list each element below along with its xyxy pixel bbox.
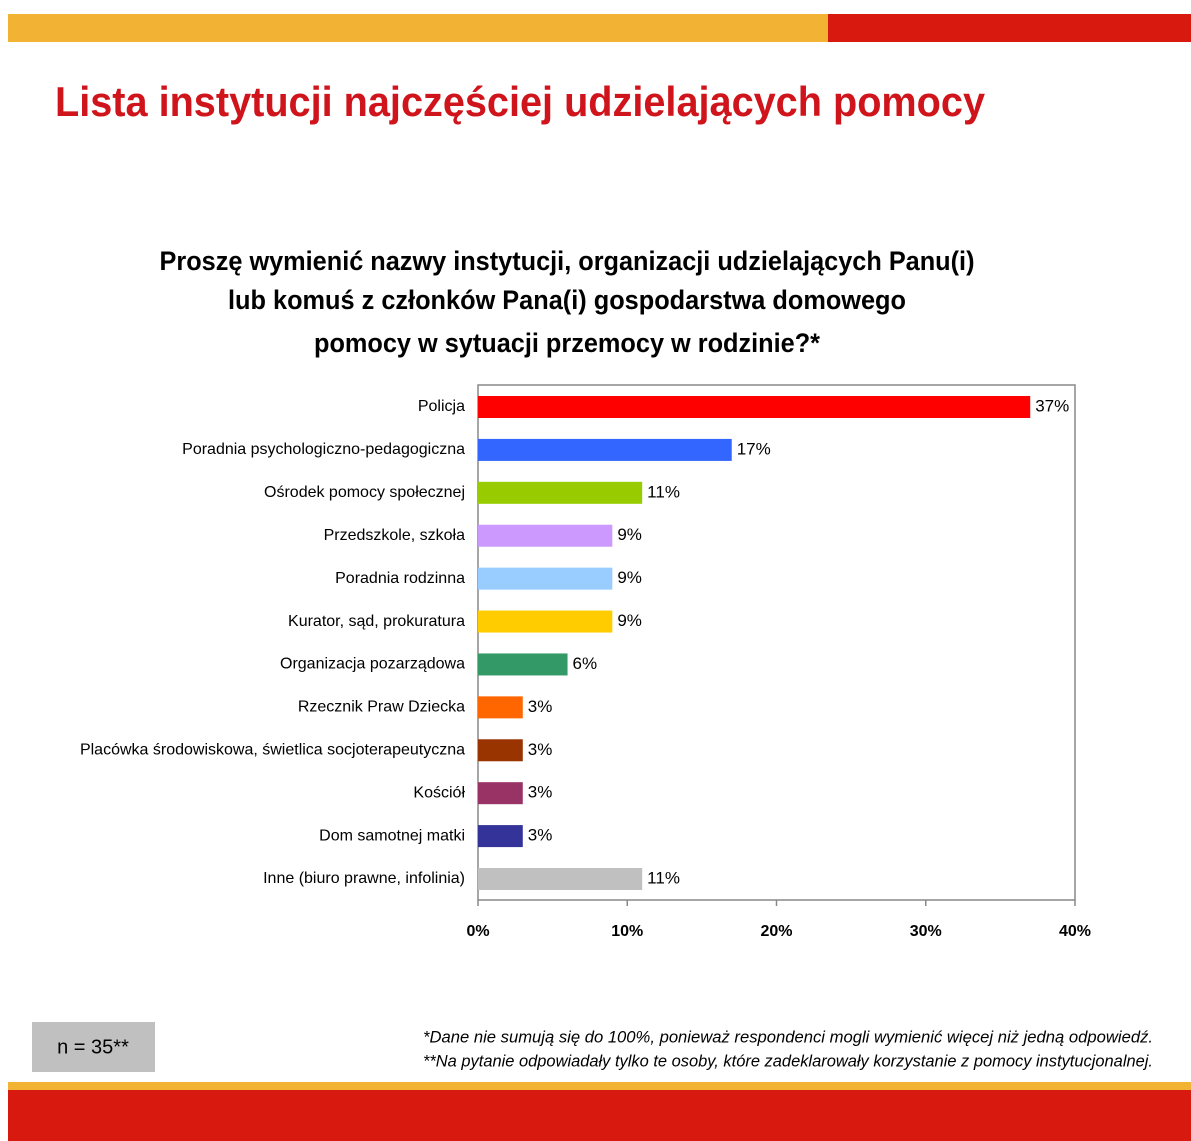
value-label: 9% <box>617 568 642 587</box>
x-tick-label: 30% <box>910 923 942 940</box>
value-label: 9% <box>617 525 642 544</box>
plot-frame <box>477 384 1076 901</box>
category-label: Dom samotnej matki <box>319 827 465 844</box>
bar <box>478 653 568 676</box>
bar <box>478 567 613 590</box>
top-band <box>8 14 828 42</box>
category-label: Poradnia rodzinna <box>335 570 465 587</box>
x-tick-label: 10% <box>611 923 643 940</box>
value-label: 3% <box>528 826 553 845</box>
value-label: 3% <box>528 740 553 759</box>
bar <box>478 782 523 805</box>
value-label: 9% <box>617 611 642 630</box>
slide-title: Lista instytucji najczęściej udzielający… <box>55 78 986 125</box>
bar <box>478 696 523 719</box>
bar <box>478 481 643 504</box>
top-band <box>828 14 1191 42</box>
chart-title: pomocy w sytuacji przemocy w rodzinie?* <box>314 328 820 358</box>
value-label: 11% <box>647 868 680 887</box>
chart: 0% 10% 20% 30% 40% Policja 37% Poradnia psychol… <box>80 396 1091 940</box>
category-label: Placówka środowiskowa, świetlica socjote… <box>80 741 465 758</box>
bottom-band <box>8 1082 1191 1090</box>
category-label: Policja <box>418 398 465 415</box>
footnote: **Na pytanie odpowiadały tylko te osoby,… <box>423 1051 1153 1070</box>
value-label: 17% <box>737 439 771 458</box>
category-label: Kościół <box>413 784 465 801</box>
value-label: 3% <box>528 783 553 802</box>
x-tick-label: 0% <box>466 923 489 940</box>
sample-size: n = 35** <box>57 1036 129 1058</box>
category-label: Inne (biuro prawne, infolinia) <box>263 870 465 887</box>
bar <box>478 610 613 633</box>
sample-box <box>32 1022 155 1072</box>
category-label: Rzecznik Praw Dziecka <box>298 699 465 716</box>
value-label: 11% <box>647 482 680 501</box>
category-label: Poradnia psychologiczno-pedagogiczna <box>182 441 465 458</box>
bottom-band <box>8 1090 1191 1141</box>
bar <box>478 739 523 762</box>
bar <box>478 868 643 890</box>
category-label: Przedszkole, szkoła <box>324 527 465 544</box>
bar <box>478 438 732 461</box>
chart-title: Proszę wymienić nazwy instytucji, organi… <box>160 246 975 276</box>
chart-title: lub komuś z członków Pana(i) gospodarstw… <box>228 285 906 315</box>
x-tick-label: 40% <box>1059 923 1091 940</box>
value-label: 6% <box>573 654 598 673</box>
bar <box>478 524 613 547</box>
bar <box>478 825 523 848</box>
category-label: Kurator, sąd, prokuratura <box>288 613 465 630</box>
value-label: 3% <box>528 697 553 716</box>
bar <box>478 396 1031 418</box>
footnote: *Dane nie sumują się do 100%, ponieważ r… <box>423 1027 1153 1046</box>
x-tick-label: 20% <box>760 923 792 940</box>
value-label: 37% <box>1035 396 1069 415</box>
category-label: Organizacja pozarządowa <box>280 656 465 673</box>
category-label: Ośrodek pomocy społecznej <box>264 484 465 501</box>
